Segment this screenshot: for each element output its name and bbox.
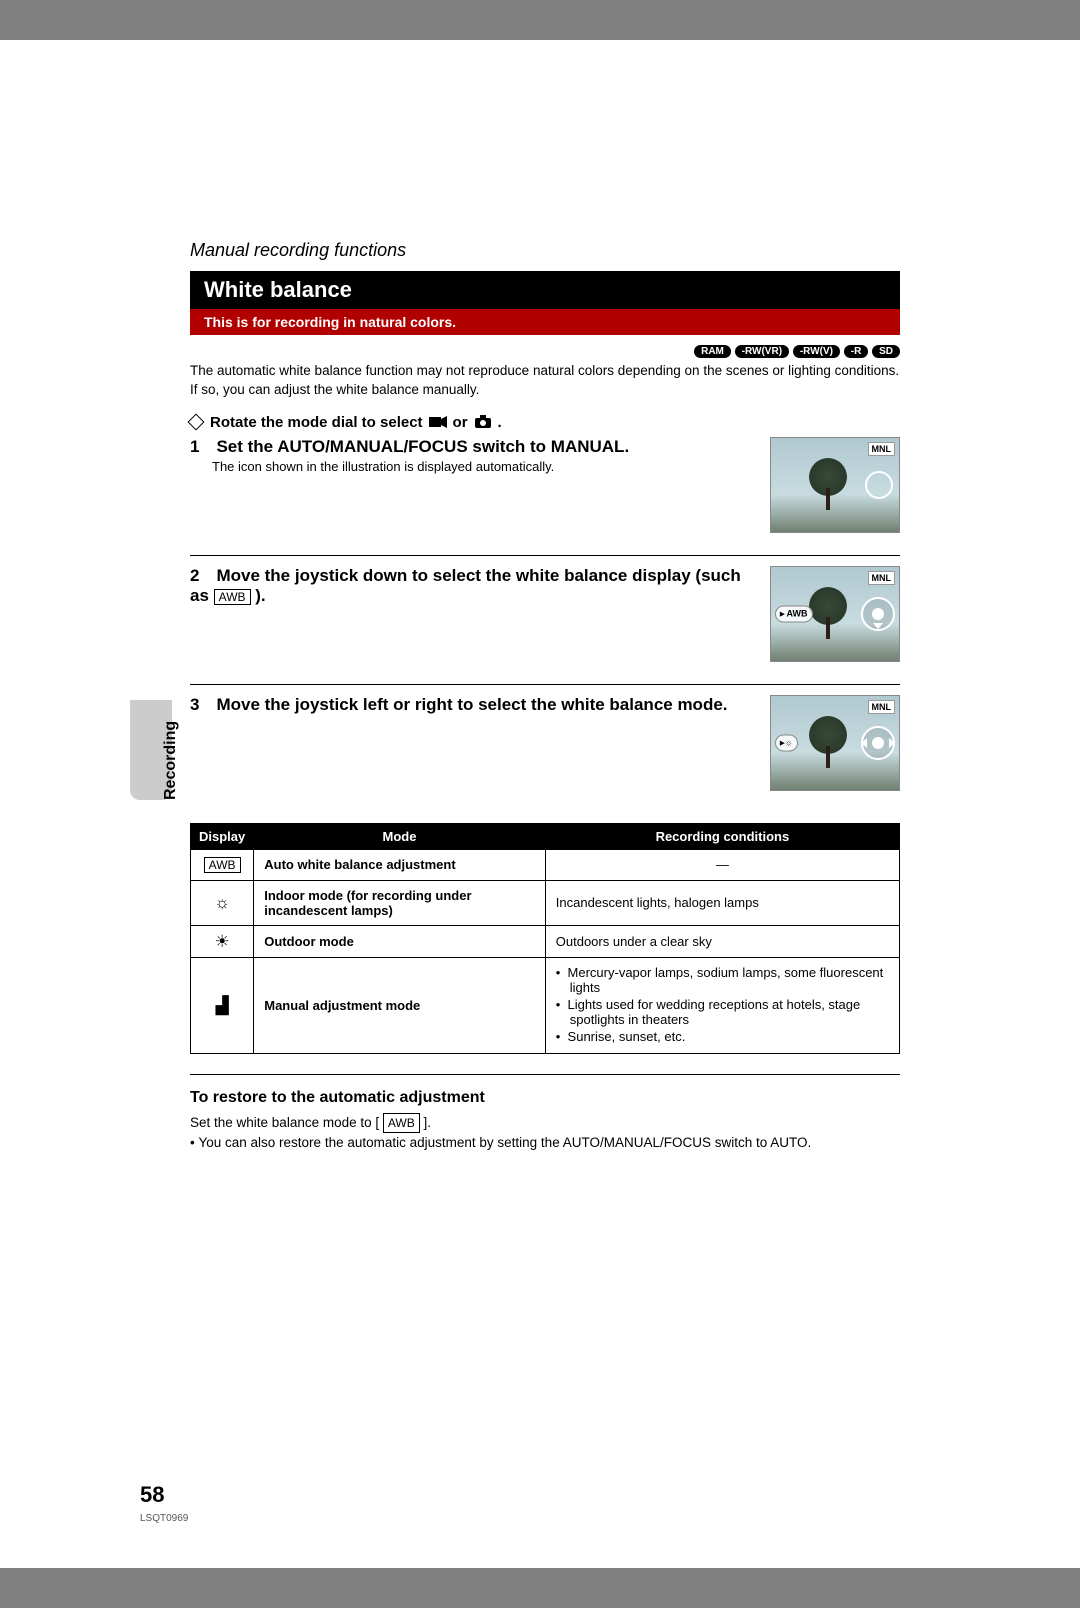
table-row: ☀ Outdoor mode Outdoors under a clear sk… (191, 925, 900, 957)
divider (190, 555, 900, 556)
divider (190, 1074, 900, 1075)
display-cell: AWB (191, 849, 254, 880)
step-2-number: 2 (190, 566, 212, 586)
mode-cell: Outdoor mode (254, 925, 546, 957)
step-2-illustration: MNL ▸AWB (770, 566, 900, 662)
display-cell: ☀ (191, 925, 254, 957)
badge-sd: SD (872, 345, 900, 358)
table-header-row: Display Mode Recording conditions (191, 823, 900, 849)
col-conditions: Recording conditions (545, 823, 899, 849)
step-3-number: 3 (190, 695, 212, 715)
awb-inline-icon: AWB (214, 589, 251, 605)
mode-cell: Manual adjustment mode (254, 957, 546, 1053)
display-cell: ☼ (191, 880, 254, 925)
restore-bullet: You can also restore the automatic adjus… (190, 1135, 811, 1150)
divider (190, 684, 900, 685)
step-2: 2 Move the joystick down to select the w… (190, 566, 900, 674)
mnl-badge: MNL (868, 571, 896, 585)
step-2-heading-a: Move the joystick down to select the whi… (190, 566, 741, 605)
intro-paragraph: The automatic white balance function may… (190, 362, 900, 400)
conditions-cell: Outdoors under a clear sky (545, 925, 899, 957)
trunk-graphic (826, 746, 830, 768)
manual-icon: ▟ (216, 997, 229, 1014)
restore-body: Set the white balance mode to [ AWB ]. Y… (190, 1113, 900, 1154)
mode-cell: Indoor mode (for recording under incande… (254, 880, 546, 925)
step-1-number: 1 (190, 437, 212, 457)
mode-overlay-icon: ▸☼ (775, 734, 798, 751)
conditions-cell: Incandescent lights, halogen lamps (545, 880, 899, 925)
step-2-heading: Move the joystick down to select the whi… (190, 566, 741, 605)
badge-rwvr: -RW(VR) (735, 345, 789, 358)
table-row: ▟ Manual adjustment mode Mercury-vapor l… (191, 957, 900, 1053)
restore-heading: To restore to the automatic adjustment (190, 1089, 900, 1107)
restore-line1-a: Set the white balance mode to [ (190, 1115, 383, 1130)
step-1-heading: Set the AUTO/MANUAL/FOCUS switch to MANU… (216, 437, 629, 456)
joystick-down-icon (861, 597, 895, 631)
trunk-graphic (826, 617, 830, 639)
step-1-sub: The icon shown in the illustration is di… (212, 459, 752, 474)
awb-overlay-text: AWB (787, 609, 808, 619)
trunk-graphic (826, 488, 830, 510)
step-3-illustration: MNL ▸☼ (770, 695, 900, 791)
display-cell: ▟ (191, 957, 254, 1053)
step-1-illustration: MNL (770, 437, 900, 533)
overlay-circle-icon (865, 471, 893, 499)
restore-line1-b: ]. (424, 1115, 432, 1130)
pre-step-instruction: Rotate the mode dial to select or . (190, 414, 900, 431)
part-number: LSQT0969 (140, 1513, 188, 1524)
step-3-heading: Move the joystick left or right to selec… (216, 695, 727, 714)
conditions-cell: — (545, 849, 899, 880)
mnl-badge: MNL (868, 700, 896, 714)
table-row: ☼ Indoor mode (for recording under incan… (191, 880, 900, 925)
col-mode: Mode (254, 823, 546, 849)
section-category: Manual recording functions (190, 240, 900, 261)
movie-mode-icon (429, 415, 447, 429)
step-2-heading-b: ). (255, 586, 265, 605)
step-3: 3 Move the joystick left or right to sel… (190, 695, 900, 803)
mnl-badge: MNL (868, 442, 896, 456)
table-row: AWB Auto white balance adjustment — (191, 849, 900, 880)
condition-item: Lights used for wedding receptions at ho… (556, 997, 889, 1027)
badge-r: -R (844, 345, 869, 358)
pre-step-or: or (453, 414, 468, 431)
feature-subtitle: This is for recording in natural colors. (190, 309, 900, 335)
badge-rwv: -RW(V) (793, 345, 840, 358)
conditions-cell: Mercury-vapor lamps, sodium lamps, some … (545, 957, 899, 1053)
pre-step-period: . (498, 414, 502, 431)
media-badges: RAM -RW(VR) -RW(V) -R SD (190, 345, 900, 358)
manual-page: Recording Manual recording functions Whi… (0, 40, 1080, 1568)
page-number: 58 (140, 1482, 164, 1508)
diamond-icon (188, 414, 205, 431)
outdoor-icon: ☀ (215, 933, 230, 950)
awb-icon: AWB (383, 1113, 420, 1133)
camera-mode-icon (474, 415, 492, 429)
white-balance-modes-table: Display Mode Recording conditions AWB Au… (190, 823, 900, 1054)
col-display: Display (191, 823, 254, 849)
indoor-icon: ☼ (214, 894, 230, 911)
condition-item: Sunrise, sunset, etc. (556, 1029, 889, 1044)
badge-ram: RAM (694, 345, 731, 358)
joystick-left-right-icon (861, 726, 895, 760)
mode-cell: Auto white balance adjustment (254, 849, 546, 880)
pre-step-text-a: Rotate the mode dial to select (210, 414, 423, 431)
awb-icon: AWB (204, 857, 241, 873)
side-tab-label: Recording (162, 721, 180, 800)
condition-item: Mercury-vapor lamps, sodium lamps, some … (556, 965, 889, 995)
awb-overlay-icon: ▸AWB (775, 605, 813, 622)
step-1: 1 Set the AUTO/MANUAL/FOCUS switch to MA… (190, 437, 900, 545)
feature-title: White balance (190, 271, 900, 309)
